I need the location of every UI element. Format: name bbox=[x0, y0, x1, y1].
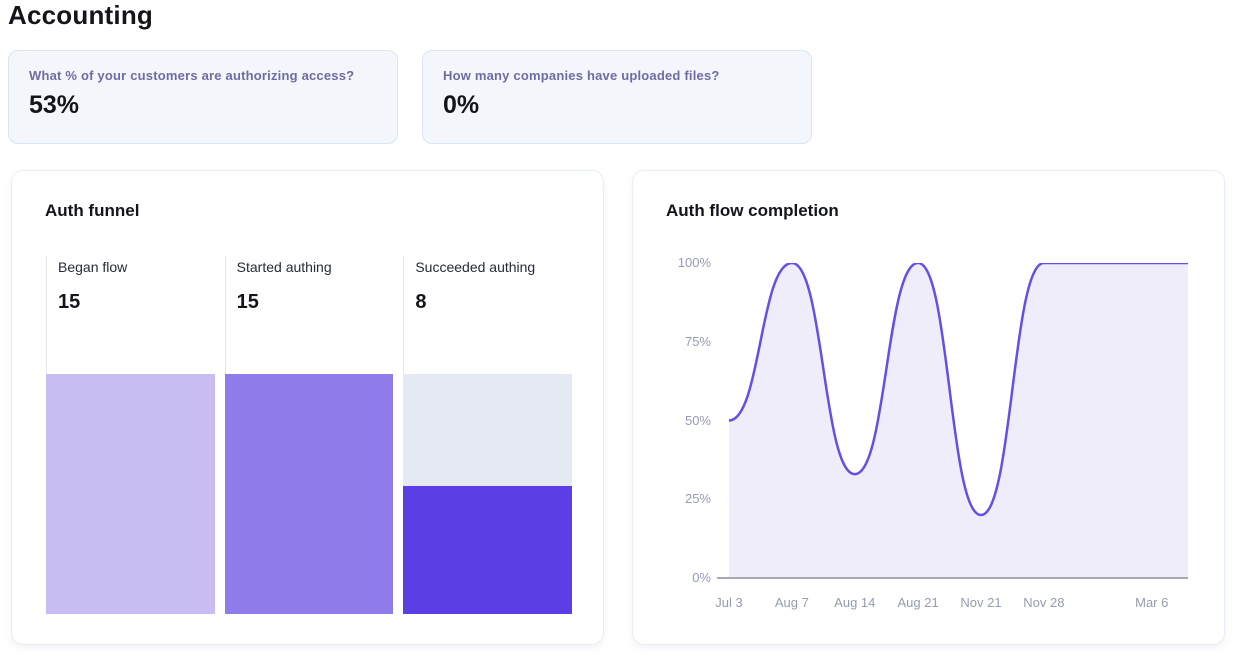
x-tick-label: Aug 14 bbox=[834, 595, 876, 610]
y-tick-label: 0% bbox=[692, 570, 711, 585]
y-tick-label: 25% bbox=[684, 491, 711, 507]
funnel-bar-fill bbox=[46, 374, 215, 614]
stat-question: How many companies have uploaded files? bbox=[443, 68, 720, 83]
stat-card-auth-access: What % of your customers are authorizing… bbox=[8, 50, 398, 144]
y-tick-label: 50% bbox=[684, 412, 711, 428]
funnel-bar-fill bbox=[224, 374, 394, 614]
funnel-stage-succeeded-authing: Succeeded authing 8 bbox=[403, 256, 573, 614]
funnel-stage-value: 15 bbox=[236, 291, 259, 313]
x-tick-label: Aug 7 bbox=[774, 595, 809, 610]
funnel-stage-began-flow: Began flow 15 bbox=[46, 256, 215, 614]
y-tick-label: 100% bbox=[677, 255, 711, 270]
auth-funnel-card: Auth funnel Began flow 15 Started authin… bbox=[11, 170, 604, 645]
completion-area-svg bbox=[729, 263, 1188, 578]
area-line bbox=[729, 263, 1188, 517]
x-tick-label: Aug 21 bbox=[897, 595, 939, 610]
x-tick-label: Jul 3 bbox=[715, 595, 743, 610]
y-tick-label: 75% bbox=[684, 333, 711, 349]
page-title: Accounting bbox=[8, 0, 153, 30]
stat-question: What % of your customers are authorizing… bbox=[29, 68, 355, 83]
funnel-stage-label: Succeeded authing bbox=[415, 259, 536, 275]
area-fill bbox=[729, 263, 1188, 578]
funnel-stage-value: 15 bbox=[58, 291, 81, 313]
funnel-stage-label: Started authing bbox=[236, 259, 332, 275]
funnel-stage-header: Succeeded authing 8 bbox=[403, 256, 572, 374]
funnel-stage-started-authing: Started authing 15 bbox=[224, 256, 394, 614]
stat-value: 0% bbox=[443, 91, 480, 119]
funnel-chart: Began flow 15 Started authing 15 Succeed… bbox=[46, 256, 573, 614]
x-axis-line bbox=[717, 577, 1188, 579]
card-title: Auth funnel bbox=[45, 201, 140, 220]
funnel-stage-value: 8 bbox=[415, 291, 427, 313]
funnel-bar-track bbox=[403, 374, 573, 614]
stat-card-uploaded-files: How many companies have uploaded files? … bbox=[422, 50, 812, 144]
funnel-bar-track bbox=[224, 374, 394, 614]
card-title: Auth flow completion bbox=[666, 201, 839, 220]
auth-flow-completion-card: Auth flow completion 100% 75% 50% 25% 0% Jul… bbox=[632, 170, 1225, 645]
funnel-bar-track bbox=[46, 374, 215, 614]
funnel-stage-header: Started authing 15 bbox=[224, 256, 394, 374]
x-tick-label: Nov 28 bbox=[1023, 595, 1065, 610]
x-tick-label: Nov 21 bbox=[960, 595, 1002, 610]
funnel-stage-header: Began flow 15 bbox=[46, 256, 215, 374]
x-tick-label: Mar 6 bbox=[1135, 595, 1169, 610]
funnel-stage-label: Began flow bbox=[58, 259, 128, 275]
stat-value: 53% bbox=[29, 91, 80, 119]
completion-chart: 100% 75% 50% 25% 0% Jul 3 Aug 7 Aug 14 Aug 21 No… bbox=[633, 255, 1226, 623]
funnel-bar-fill bbox=[403, 486, 573, 614]
